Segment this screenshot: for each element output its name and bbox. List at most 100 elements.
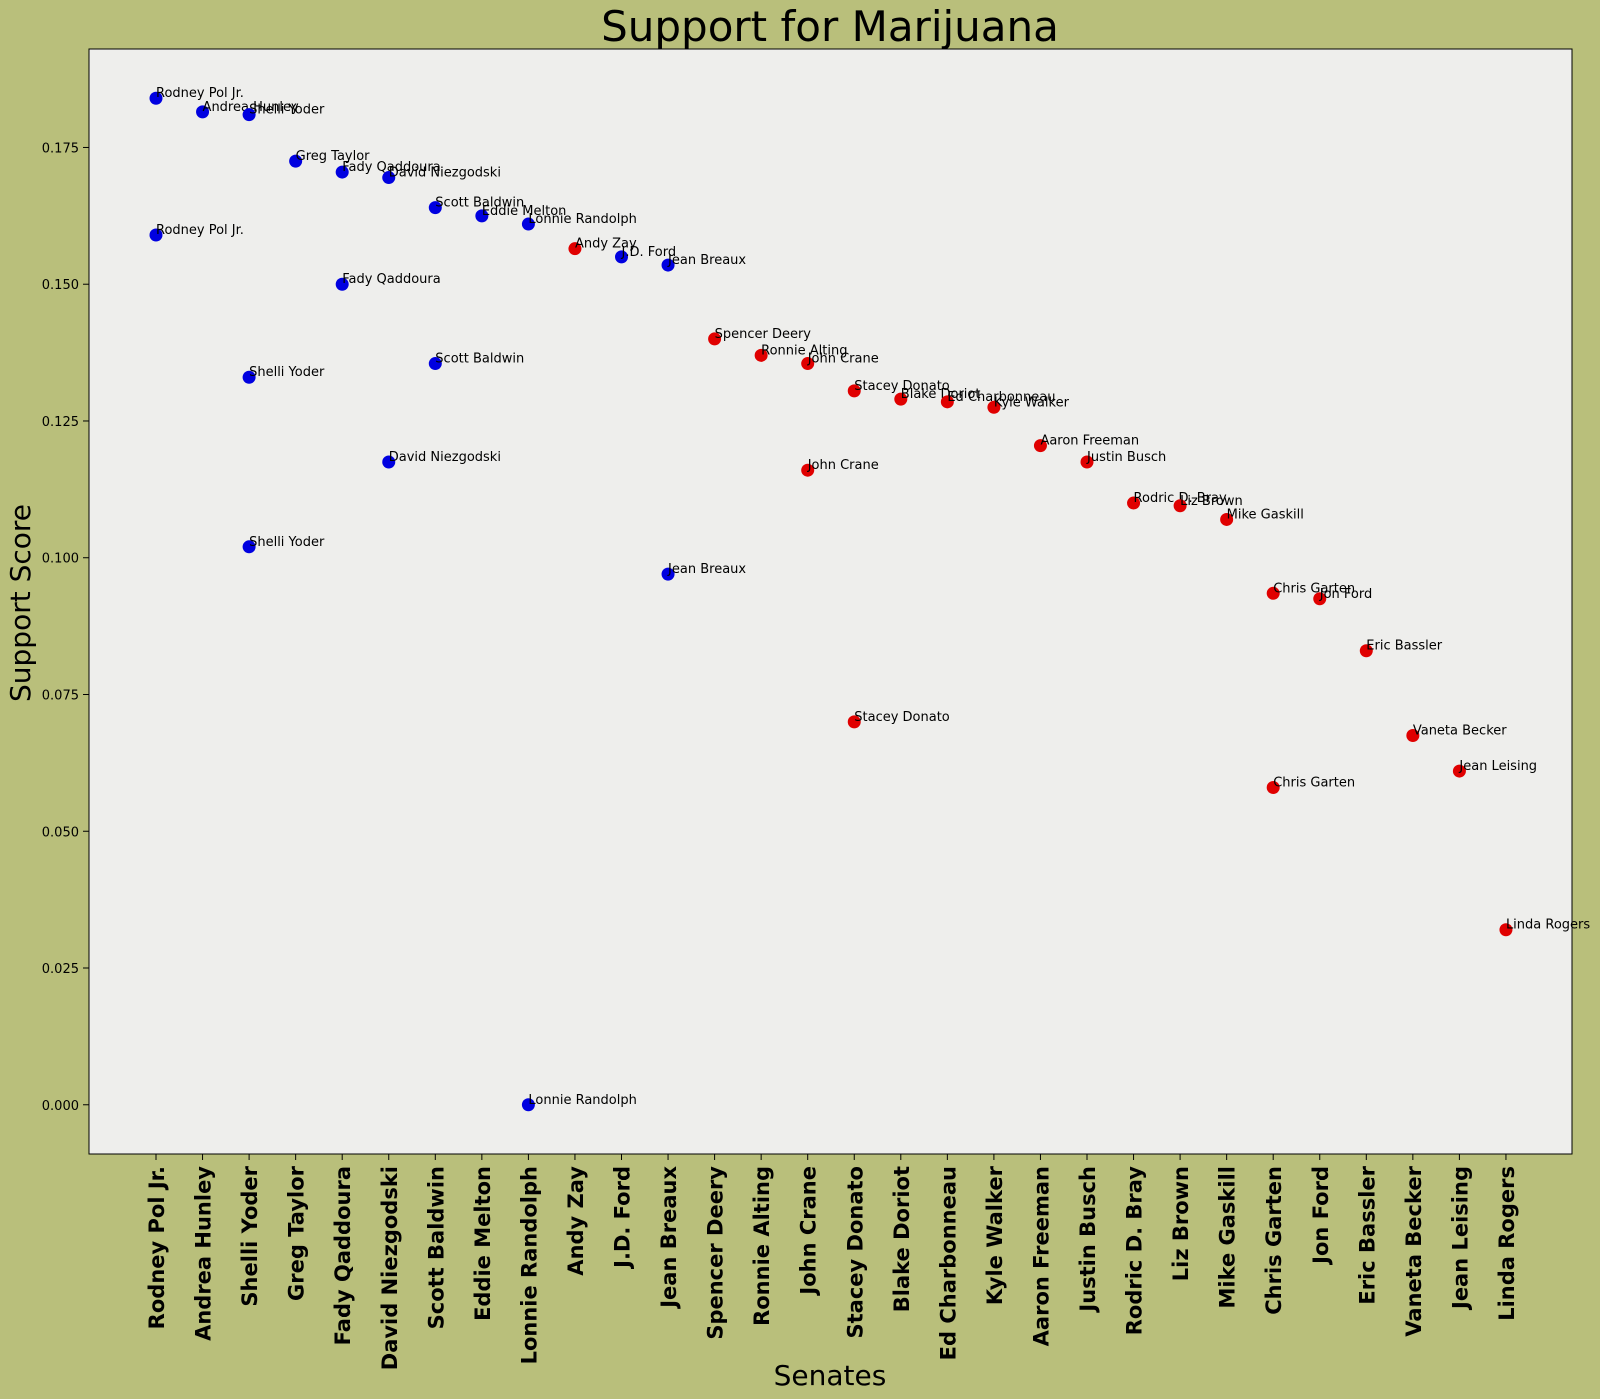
point-label: Rodric D. Bray (1134, 491, 1227, 506)
point-label: Stacey Donato (854, 710, 950, 725)
point-label: Jean Breaux (667, 562, 746, 577)
point-label: Blake Doriot (901, 387, 981, 402)
point-label: Fady Qaddoura (342, 160, 441, 175)
data-point (149, 228, 163, 242)
data-point (1266, 586, 1280, 600)
x-tick-label: Spencer Deery (704, 1166, 728, 1340)
data-point (521, 1098, 535, 1112)
data-point (987, 400, 1001, 414)
x-tick-label: J.D. Ford (611, 1166, 635, 1270)
point-label: Vaneta Becker (1413, 724, 1507, 739)
point-label: Lonnie Randolph (528, 212, 636, 227)
point-label: Jean Leising (1458, 759, 1537, 774)
point-label: Shelli Yoder (249, 535, 325, 550)
data-point (428, 201, 442, 215)
point-label: Lonnie Randolph (528, 1093, 636, 1108)
point-label: Andrea Hunley (203, 100, 299, 115)
point-label: Shelli Yoder (249, 103, 325, 118)
data-point (940, 395, 954, 409)
x-tick-label: Justin Busch (1076, 1166, 1100, 1314)
x-axis-label: Senates (774, 1359, 887, 1392)
point-label: Eddie Melton (482, 204, 567, 219)
x-tick-label: John Crane (797, 1166, 821, 1297)
x-tick-label: Ed Charbonneau (936, 1166, 960, 1360)
data-point (1220, 512, 1234, 526)
y-axis-label: Support Score (4, 504, 37, 702)
data-point (335, 165, 349, 179)
data-point (1080, 455, 1094, 469)
data-point (801, 357, 815, 371)
data-point (801, 463, 815, 477)
data-point (1127, 496, 1141, 510)
x-tick-label: Chris Garten (1262, 1166, 1286, 1315)
data-point (1033, 439, 1047, 453)
data-point (242, 108, 256, 122)
point-label: Rodney Pol Jr. (156, 223, 244, 238)
x-tick-label: Jean Leising (1448, 1166, 1472, 1311)
data-point (1499, 923, 1513, 937)
point-label: David Niezgodski (389, 450, 501, 465)
data-point (196, 105, 210, 119)
data-point (754, 348, 768, 362)
x-tick-label: Aaron Freeman (1029, 1166, 1053, 1346)
point-label: Liz Brown (1180, 494, 1243, 509)
point-label: Fady Qaddoura (342, 272, 441, 287)
x-tick-label: Greg Taylor (285, 1165, 309, 1301)
point-label: Jon Ford (1319, 587, 1373, 602)
x-tick-label: Linda Rogers (1495, 1166, 1519, 1321)
x-tick-label: Kyle Walker (983, 1165, 1007, 1305)
data-point (289, 154, 303, 168)
data-point (847, 715, 861, 729)
point-label: Linda Rogers (1506, 918, 1590, 933)
x-tick-label: Jean Breaux (657, 1166, 681, 1310)
x-tick-label: Rodric D. Bray (1123, 1166, 1147, 1336)
data-point (1266, 780, 1280, 794)
data-point (847, 384, 861, 398)
x-axis: Rodney Pol Jr. Andrea Hunley Shelli Yoder G… (145, 1154, 1519, 1370)
point-label: Eric Bassler (1366, 639, 1442, 654)
x-tick-label: Scott Baldwin (424, 1166, 448, 1329)
x-tick-label: Jon Ford (1309, 1166, 1333, 1266)
point-label: Spencer Deery (715, 327, 812, 342)
data-point (382, 171, 396, 185)
x-tick-label: Mike Gaskill (1216, 1166, 1240, 1309)
data-point (661, 258, 675, 272)
x-tick-label: Shelli Yoder (238, 1165, 262, 1306)
data-point (1406, 729, 1420, 743)
point-label: Ed Charbonneau (947, 390, 1055, 405)
point-label: John Crane (807, 458, 879, 473)
data-point (568, 242, 582, 256)
point-label: Rodney Pol Jr. (156, 86, 244, 101)
x-tick-label: David Niezgodski (378, 1166, 402, 1370)
x-tick-label: Lonnie Randolph (517, 1166, 541, 1364)
data-point (1452, 764, 1466, 778)
y-axis: 0.000 0.025 0.050 0.075 0.100 0.125 0.150 0.175 (42, 141, 89, 1114)
y-tick-label: 0.000 (42, 1099, 79, 1114)
data-point (661, 567, 675, 581)
x-tick-label: Liz Brown (1169, 1166, 1193, 1281)
point-label: J.D. Ford (621, 245, 677, 260)
y-tick-label: 0.150 (42, 278, 79, 293)
point-label: Andy Zay (575, 237, 637, 252)
data-points: Rodney Pol Jr.Rodney Pol Jr.Andrea Hunle… (149, 86, 1590, 1112)
x-tick-label: Eric Bassler (1355, 1165, 1379, 1304)
y-tick-label: 0.075 (42, 688, 79, 703)
data-point (428, 357, 442, 371)
chart-title: Support for Marijuana (601, 2, 1059, 51)
point-label: David Niezgodski (389, 166, 501, 181)
x-tick-label: Rodney Pol Jr. (145, 1166, 169, 1329)
data-point (1173, 499, 1187, 513)
y-tick-label: 0.025 (42, 962, 79, 977)
data-point (382, 455, 396, 469)
point-label: Kyle Walker (994, 395, 1070, 410)
y-tick-label: 0.175 (42, 141, 79, 156)
point-label: Ronnie Alting (761, 343, 847, 358)
data-point (615, 250, 628, 264)
data-point (894, 392, 908, 406)
x-tick-label: Andrea Hunley (192, 1166, 216, 1341)
data-point (242, 370, 256, 384)
y-tick-label: 0.100 (42, 552, 79, 567)
point-label: Justin Busch (1086, 450, 1166, 465)
data-point (475, 209, 489, 223)
